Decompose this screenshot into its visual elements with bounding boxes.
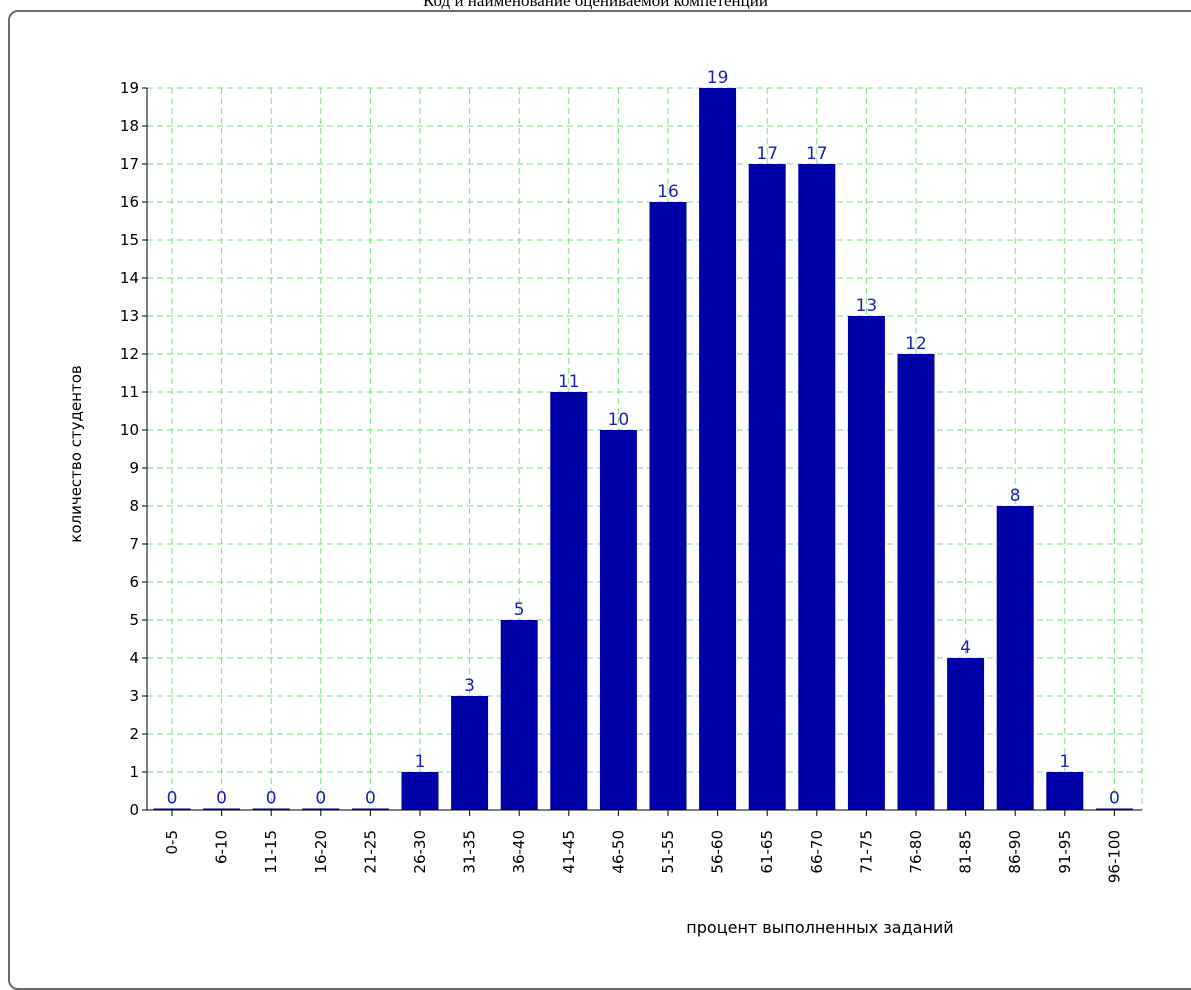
y-tick-label: 17 [120,155,139,173]
y-tick-label: 15 [120,231,139,249]
bar [847,316,885,810]
bar-value-label: 10 [608,410,630,430]
bar [798,164,836,810]
labels-layer: 01234567891011121314151617181900-506-100… [120,68,1123,883]
x-tick-label: 96-100 [1105,830,1123,883]
bar [351,808,389,810]
bar-value-label: 5 [514,600,525,620]
bar-value-label: 19 [707,68,729,88]
y-tick-label: 0 [129,801,139,819]
bar [649,202,687,810]
bar-value-label: 0 [315,789,326,809]
x-tick-label: 46-50 [609,830,627,874]
y-tick-label: 4 [129,649,139,667]
bars-layer [153,88,1133,810]
bar-value-label: 17 [756,144,778,164]
y-axis-label: количество студентов [67,365,85,543]
chart-frame [8,10,1191,990]
bar-value-label: 13 [856,296,878,316]
bar [748,164,786,810]
bar-value-label: 11 [558,372,580,392]
bar [252,808,290,810]
y-tick-label: 2 [129,725,139,743]
x-tick-label: 0-5 [163,830,181,855]
bar-value-label: 1 [415,752,426,772]
y-tick-label: 14 [120,269,139,287]
x-tick-label: 21-25 [361,830,379,874]
y-tick-label: 1 [129,763,139,781]
y-tick-label: 13 [120,307,139,325]
bar-value-label: 0 [365,789,376,809]
bar [699,88,737,810]
x-tick-label: 56-60 [709,830,727,874]
bar-value-label: 0 [167,789,178,809]
x-tick-label: 91-95 [1056,830,1074,874]
bar-value-label: 0 [1109,789,1120,809]
bar [153,808,191,810]
bar-chart: 01234567891011121314151617181900-506-100… [120,68,1143,883]
x-tick-label: 51-55 [659,830,677,874]
x-tick-label: 16-20 [312,830,330,874]
bar [451,696,489,810]
axes-layer [142,87,1142,816]
y-tick-label: 12 [120,345,139,363]
x-tick-label: 66-70 [808,830,826,874]
bar-value-label: 4 [960,638,971,658]
bar-value-label: 8 [1010,486,1021,506]
bar [203,808,241,810]
bar-value-label: 17 [806,144,828,164]
y-tick-label: 18 [120,117,139,135]
y-tick-label: 7 [129,535,139,553]
bar [996,506,1034,810]
bar [947,658,985,810]
bar-value-label: 1 [1059,752,1070,772]
page-title: Код и наименование оцениваемой компетенц… [423,0,768,10]
bar [550,392,588,810]
bar-value-label: 0 [216,789,227,809]
bar-value-label: 16 [657,182,679,202]
y-tick-label: 8 [129,497,139,515]
x-tick-label: 81-85 [957,830,975,874]
bar [1095,808,1133,810]
x-tick-label: 61-65 [758,830,776,874]
y-tick-label: 19 [120,79,139,97]
x-tick-label: 71-75 [857,830,875,874]
bar [302,808,340,810]
y-tick-label: 16 [120,193,139,211]
y-tick-label: 5 [129,611,139,629]
bar [599,430,637,810]
bar-value-label: 3 [464,676,475,696]
bar-value-label: 0 [266,789,277,809]
y-tick-label: 9 [129,459,139,477]
y-tick-label: 3 [129,687,139,705]
bar [897,354,935,810]
x-tick-label: 41-45 [560,830,578,874]
bar-value-label: 12 [905,334,927,354]
x-tick-label: 31-35 [461,830,479,874]
x-tick-label: 11-15 [262,830,280,874]
grid-layer [147,87,1143,810]
y-tick-label: 10 [120,421,139,439]
bar [500,620,538,810]
x-axis-label: процент выполненных заданий [686,918,954,937]
y-tick-label: 6 [129,573,139,591]
x-tick-label: 6-10 [213,830,231,864]
x-tick-label: 26-30 [411,830,429,874]
x-tick-label: 86-90 [1006,830,1024,874]
bar [401,772,439,810]
x-tick-label: 76-80 [907,830,925,874]
x-tick-label: 36-40 [510,830,528,874]
bar [1046,772,1084,810]
y-tick-label: 11 [120,383,139,401]
